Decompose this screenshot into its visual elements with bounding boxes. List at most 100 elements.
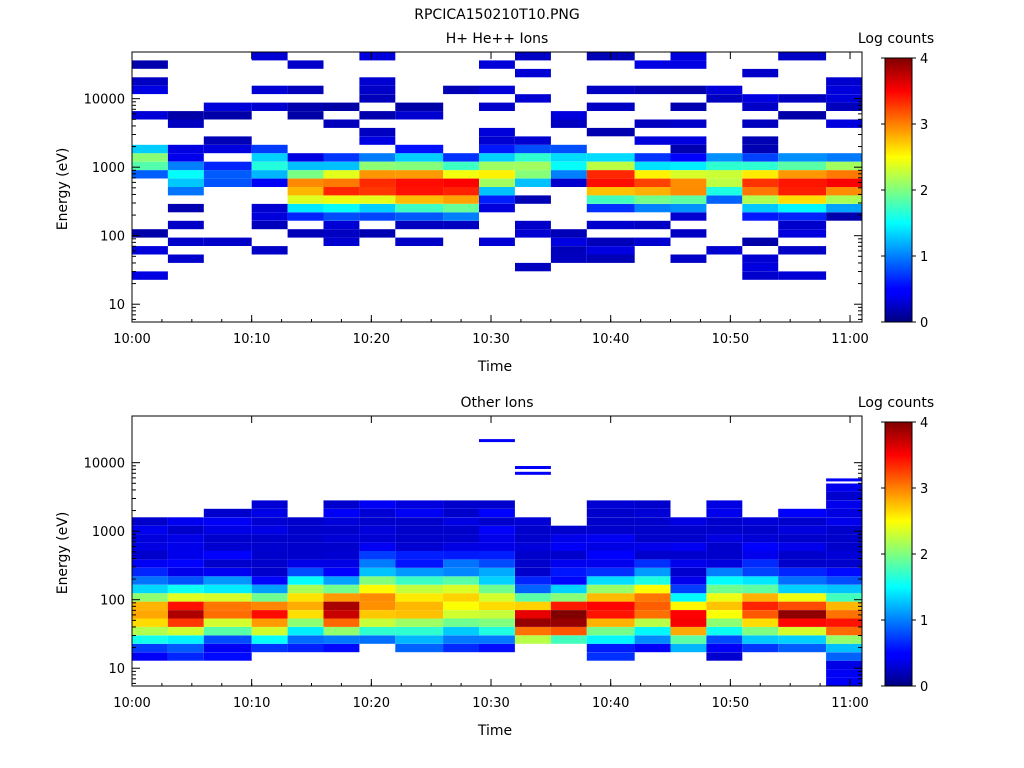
heatmap-cell xyxy=(670,584,707,594)
heatmap-cell xyxy=(778,271,827,280)
heatmap-cell xyxy=(515,466,551,469)
heatmap-cell xyxy=(742,635,779,644)
heatmap-cell xyxy=(395,517,444,526)
heatmap-cell xyxy=(550,610,587,619)
heatmap-cell xyxy=(670,119,707,128)
heatmap-cell xyxy=(443,153,479,162)
heatmap-cell xyxy=(287,559,324,568)
heatmap-cell xyxy=(132,85,168,95)
heatmap-cell xyxy=(359,584,396,594)
heatmap-cell xyxy=(395,593,444,602)
heatmap-cell xyxy=(706,551,743,560)
heatmap-cell xyxy=(203,237,252,246)
heatmap-cell xyxy=(359,559,396,568)
heatmap-cell xyxy=(586,195,635,204)
heatmap-cell xyxy=(359,610,396,619)
heatmap-cell xyxy=(550,525,587,535)
heatmap-cell xyxy=(323,508,360,518)
heatmap-cell xyxy=(443,626,479,636)
heatmap-cell xyxy=(167,584,204,594)
heatmap-cell xyxy=(167,161,204,171)
heatmap-cell xyxy=(395,576,444,585)
heatmap-cell xyxy=(359,187,396,196)
heatmap-cell xyxy=(550,229,587,238)
heatmap-cell xyxy=(359,195,396,204)
heatmap-cell xyxy=(479,576,515,585)
heatmap-cell xyxy=(634,618,671,627)
heatmap-cell xyxy=(742,517,779,526)
heatmap-cell xyxy=(742,626,779,636)
heatmap-cell xyxy=(586,610,635,619)
heatmap-cell xyxy=(359,229,396,238)
heatmap-cell xyxy=(778,161,827,171)
heatmap-cell xyxy=(742,237,779,246)
heatmap-cell xyxy=(323,195,360,204)
heatmap-cell xyxy=(634,220,671,230)
heatmap-cell xyxy=(706,593,743,602)
heatmap-cell xyxy=(443,643,479,653)
heatmap-cell xyxy=(395,525,444,535)
heatmap-cell xyxy=(132,593,168,602)
heatmap-cell xyxy=(203,643,252,653)
heatmap-cell xyxy=(479,635,515,644)
heatmap-cell xyxy=(670,551,707,560)
figure-title: RPCICA150210T10.PNG xyxy=(414,7,579,23)
x-tick-label: 10:50 xyxy=(712,332,749,347)
heatmap-cell xyxy=(443,567,479,577)
heatmap-cell xyxy=(167,542,204,551)
heatmap-cell xyxy=(742,262,779,272)
heatmap-cell xyxy=(778,111,827,120)
heatmap-cell xyxy=(742,136,779,145)
heatmap-cell xyxy=(203,161,252,171)
heatmap-cell xyxy=(634,170,671,179)
heatmap-cell xyxy=(550,626,587,636)
heatmap-cell xyxy=(479,237,515,246)
heatmap-cell xyxy=(251,508,288,518)
heatmap-cell xyxy=(550,593,587,602)
heatmap-cell xyxy=(778,551,827,560)
heatmap-cell xyxy=(586,551,635,560)
x-tick-label: 10:30 xyxy=(472,332,509,347)
heatmap-cell xyxy=(251,161,288,171)
heatmap-cell xyxy=(359,94,396,103)
heatmap-cell xyxy=(778,229,827,238)
heatmap-cell xyxy=(251,500,288,509)
heatmap-cell xyxy=(742,618,779,627)
heatmap-cell xyxy=(479,178,515,187)
heatmap-cell xyxy=(670,525,707,535)
heatmap-cell xyxy=(395,551,444,560)
heatmap-cell xyxy=(550,534,587,543)
heatmap-cell xyxy=(479,643,515,653)
heatmap-cell xyxy=(826,525,862,535)
heatmap-cell xyxy=(670,593,707,602)
heatmap-cell xyxy=(132,610,168,619)
heatmap-cell xyxy=(132,517,168,526)
heatmap-cell xyxy=(634,584,671,594)
heatmap-cell xyxy=(443,178,479,187)
heatmap-cell xyxy=(167,551,204,560)
heatmap-cell xyxy=(706,643,743,653)
heatmap-cell xyxy=(634,593,671,602)
heatmap-cell xyxy=(359,136,396,145)
heatmap-cell xyxy=(251,576,288,585)
heatmap-cell xyxy=(742,102,779,111)
heatmap-cell xyxy=(515,542,551,551)
heatmap-cell xyxy=(203,102,252,111)
panel-1-colorbar-gradient xyxy=(884,57,913,323)
heatmap-cell xyxy=(586,652,635,661)
heatmap-cell xyxy=(634,60,671,69)
heatmap-cell xyxy=(251,635,288,644)
heatmap-cell xyxy=(826,643,862,653)
heatmap-cell xyxy=(515,262,551,272)
heatmap-cell xyxy=(203,178,252,187)
heatmap-cell xyxy=(515,161,551,171)
panel-h-he-ions: H+ He++ Ions 10:00 10:10 10:20 10:30 10:40 10… xyxy=(55,31,934,375)
heatmap-cell xyxy=(251,178,288,187)
heatmap-cell xyxy=(203,601,252,610)
heatmap-cell xyxy=(515,178,551,187)
heatmap-cell xyxy=(323,153,360,162)
heatmap-cell xyxy=(706,85,743,95)
heatmap-cell xyxy=(203,170,252,179)
heatmap-cell xyxy=(515,68,551,78)
heatmap-cell xyxy=(323,610,360,619)
